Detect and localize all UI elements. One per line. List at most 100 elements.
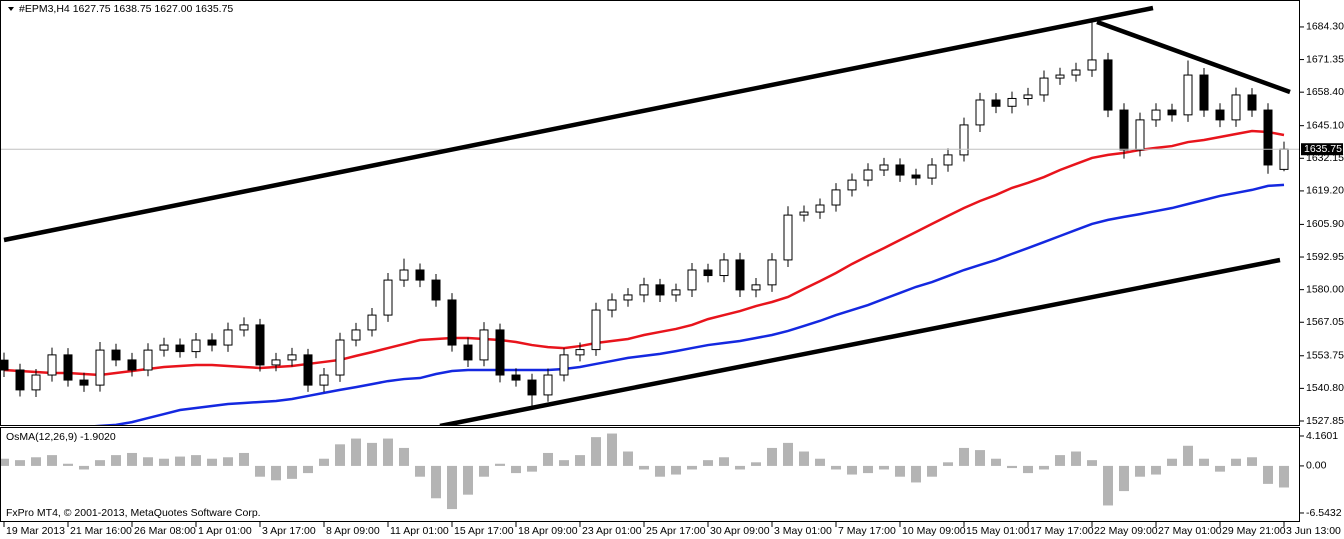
histogram-bar [143, 457, 153, 466]
histogram-bar [735, 465, 745, 470]
candle-body [127, 359, 137, 371]
candle-body [1135, 119, 1145, 151]
candle-body [783, 214, 793, 261]
candle-body [367, 314, 377, 331]
candle-body [1007, 97, 1017, 107]
histogram-bar [207, 458, 217, 466]
histogram-bar [271, 465, 281, 481]
candle-body [879, 164, 889, 171]
histogram-bar [399, 447, 409, 466]
chart-title: #EPM3,H4 1627.75 1638.75 1627.00 1635.75 [19, 3, 233, 15]
candle-body [111, 349, 121, 361]
candle-body [1039, 77, 1049, 96]
candle-body [1167, 109, 1177, 116]
candle-body [847, 179, 857, 191]
histogram-bar [687, 465, 697, 470]
histogram-bar [1231, 458, 1241, 466]
histogram-bar [335, 444, 345, 466]
histogram-bar [799, 451, 809, 466]
last-price-label: 1635.75 [1304, 143, 1342, 155]
candle-body [479, 329, 489, 361]
candle-body [463, 344, 473, 361]
candle-body [15, 369, 25, 391]
histogram-bar [383, 438, 393, 466]
candle-body [1183, 74, 1193, 116]
x-tick-label: 25 Apr 17:00 [646, 525, 706, 537]
histogram-bar [1263, 465, 1273, 484]
trend-line [1096, 19, 1291, 95]
candle-body [911, 174, 921, 179]
histogram-bar [367, 442, 377, 466]
histogram-bar [303, 465, 313, 474]
y-tick-label: 1658.40 [1306, 86, 1344, 98]
histogram-bar [191, 455, 201, 466]
histogram-bar [1183, 445, 1193, 466]
candle-body [335, 339, 345, 376]
candle-body [1087, 59, 1097, 71]
candle-body [223, 329, 233, 346]
histogram-bar [1167, 458, 1177, 466]
candle-body [287, 354, 297, 361]
copyright: FxPro MT4, © 2001-2013, MetaQuotes Softw… [6, 507, 261, 519]
histogram-bar [1055, 455, 1065, 466]
menu-arrow[interactable] [8, 7, 14, 11]
candle-body [1, 359, 9, 371]
histogram-bar [463, 465, 473, 495]
histogram-bar [751, 462, 761, 466]
candle-body [943, 154, 953, 166]
histogram-bar [111, 455, 121, 466]
y-tick-label: 4.1601 [1306, 430, 1338, 442]
histogram-bar [767, 447, 777, 466]
candle-body [1023, 94, 1033, 99]
candle-body [47, 354, 57, 376]
candle-body [687, 269, 697, 291]
candle-body [895, 164, 905, 176]
histogram-bar [15, 460, 25, 466]
histogram-bar [415, 465, 425, 477]
y-tick-label: 1592.95 [1306, 251, 1344, 263]
histogram-bar [319, 458, 329, 466]
x-tick-label: 29 May 21:00 [1222, 525, 1286, 537]
histogram-bar [1247, 457, 1257, 466]
histogram-bar [575, 455, 585, 466]
histogram-bar [1071, 451, 1081, 466]
histogram-bar [127, 452, 137, 466]
histogram-bar [815, 458, 825, 466]
histogram-bar [351, 438, 361, 466]
x-tick-label: 11 Apr 01:00 [390, 525, 449, 537]
candle-body [319, 374, 329, 386]
candle-body [863, 169, 873, 181]
candle-body [63, 354, 73, 381]
candle-body [1215, 109, 1225, 121]
candle-body [607, 299, 617, 311]
histogram-bar [927, 465, 937, 477]
histogram-bar [943, 462, 953, 466]
candle-body [1231, 94, 1241, 121]
candle-body [1279, 148, 1289, 170]
histogram-bar [175, 456, 185, 466]
candle-body [543, 374, 553, 396]
x-tick-label: 17 May 17:00 [1030, 525, 1094, 537]
x-tick-label: 1 Apr 01:00 [198, 525, 252, 537]
trend-lines [3, 5, 1291, 425]
candle-body [1119, 109, 1129, 151]
histogram-bar [79, 465, 89, 470]
x-tick-label: 15 May 01:00 [966, 525, 1030, 537]
candle-body [655, 284, 665, 296]
histogram-bar [1023, 465, 1033, 474]
candle-body [703, 269, 713, 277]
histogram-bar [703, 460, 713, 466]
histogram-bar [559, 460, 569, 466]
main-plot [1, 21, 1299, 425]
candle-body [415, 269, 425, 281]
candle-body [575, 349, 585, 356]
candle-body [383, 279, 393, 316]
y-tick-label: 1684.30 [1306, 21, 1344, 33]
trend-line [3, 5, 1154, 243]
histogram-bar [1119, 465, 1129, 492]
y-tick-label: 1540.80 [1306, 382, 1344, 394]
candle-body [671, 289, 681, 296]
candle-body [191, 339, 201, 353]
candle-body [95, 349, 105, 386]
